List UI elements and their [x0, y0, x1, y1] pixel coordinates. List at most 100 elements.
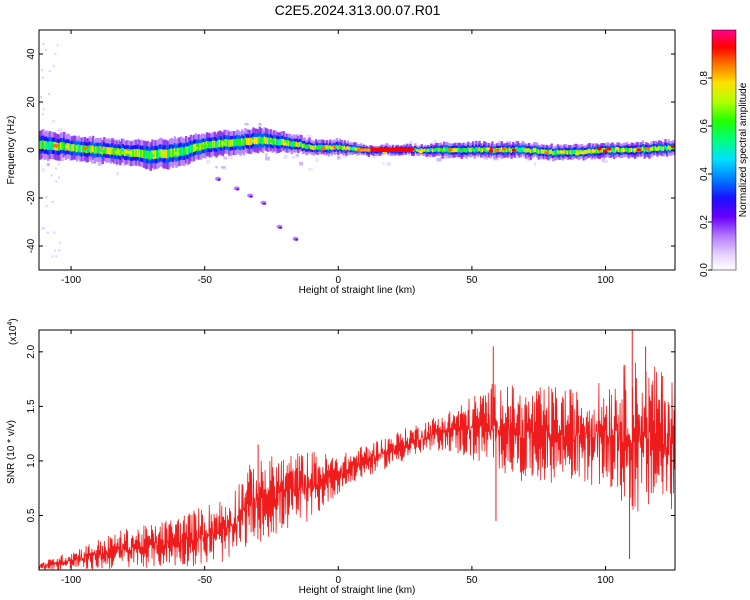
spectrogram-band-cell [96, 146, 100, 154]
spectrogram-noise-cell [291, 156, 296, 159]
spectrogram-noise-cell [497, 141, 501, 145]
spectrogram-band-cell [93, 146, 96, 154]
spectrogram-band-cell [133, 149, 136, 157]
spectrogram-noise-cell [515, 155, 520, 159]
spectrogram-band-cell [427, 148, 430, 152]
spectrogram-band-cell [156, 150, 159, 159]
spectrogram-band-cell [218, 139, 221, 147]
spectrogram-band-cell [223, 139, 226, 147]
spectrogram-peak-cell [448, 148, 453, 152]
spectrogram-band-cell [88, 145, 92, 153]
spectrogram-band-cell [532, 148, 536, 153]
colorbar: 0.0 0.2 0.4 0.6 0.8 Normalized spectral ampl… [699, 29, 749, 277]
spectrogram-noise-cell [228, 155, 233, 160]
spectrogram-band-cell [213, 140, 217, 148]
spectrogram-band-cell [301, 143, 305, 149]
spectrogram-band-cell [467, 147, 470, 152]
spectrogram-band-cell [107, 147, 111, 155]
spectrogram-band-cell [138, 149, 141, 158]
spectrogram-band-cell [122, 147, 125, 156]
spectrogram-noise-cell [55, 167, 58, 170]
spectrogram-noise-cell [53, 249, 56, 252]
colorbar-ticks: 0.0 0.2 0.4 0.6 0.8 [699, 71, 712, 277]
spectrogram-peak-cell [98, 148, 103, 152]
spectrogram-band-cell [321, 145, 324, 150]
spectrogram-noise-cell [444, 154, 450, 159]
spectrogram-band-cell [80, 145, 84, 153]
spectrogram-y-tick-label: 0 [26, 147, 37, 153]
spectrogram-noise-cell [220, 166, 226, 169]
spectrogram-y-ticks: -40 -20 0 20 40 [26, 48, 675, 253]
snr-marks [39, 330, 675, 570]
spectrogram-noise-cell [296, 133, 301, 137]
spectrogram-band-cell [475, 147, 478, 152]
spectrogram-band-cell [500, 147, 504, 152]
spectrogram-band-cell [314, 144, 318, 150]
spectrogram-y-tick-label: -20 [26, 190, 37, 205]
spectrogram-band-cell [273, 138, 276, 145]
spectrogram-band-cell [516, 147, 520, 152]
spectrogram-band-cell [157, 149, 161, 159]
spectrogram-band-cell [282, 139, 286, 145]
spectrogram-band-cell [481, 148, 484, 153]
colorbar-tick-label: 0.6 [699, 119, 710, 133]
spectrogram-noise-cell [275, 151, 278, 154]
spectrogram-band-cell [555, 150, 558, 155]
spectrogram-band-cell [617, 147, 621, 153]
spectrogram-noise-cell [228, 130, 232, 133]
spectrogram-band-cell [274, 138, 278, 145]
spectrogram-noise-cell [307, 168, 313, 171]
spectrogram-band-cell [184, 146, 188, 155]
spectrogram-noise-cell [57, 162, 60, 165]
spectrogram-band-cell [72, 144, 76, 152]
spectrogram-band-cell [353, 146, 356, 151]
snr-x-axis-label: Height of straight line (km) [299, 585, 416, 596]
spectrogram-band-cell [553, 150, 557, 155]
spectrogram-noise-cell [59, 241, 62, 244]
spectrogram-band-cell [143, 150, 146, 159]
spectrogram-band-cell [596, 148, 600, 154]
spectrogram-band-cell [460, 148, 464, 153]
spectrogram-noise-cell [215, 165, 218, 169]
spectrogram-band-cell [550, 149, 553, 154]
spectrogram-x-ticks: -100 -50 0 50 100 [61, 30, 614, 286]
spectrogram-y-axis-label: Frequency (Hz) [6, 116, 17, 185]
spectrogram-y-tick-label: 40 [26, 48, 37, 60]
spectrogram-band-cell [233, 139, 236, 147]
spectrogram-noise-cell [42, 108, 45, 111]
snr-y-ticks: 0.5 1.0 1.5 2.0 [26, 344, 675, 522]
spectrogram-band-cell [528, 148, 531, 153]
spectrogram-band-cell [95, 146, 98, 154]
spectrogram-band-cell [212, 140, 215, 148]
spectrogram-noise-cell [116, 172, 119, 176]
spectrogram-band-cell [523, 147, 526, 152]
spectrogram-band-cell [524, 148, 528, 153]
spectrogram-noise-cell [39, 96, 42, 99]
spectrogram-x-tick-label: 0 [336, 275, 342, 286]
spectrogram-band-cell [520, 147, 523, 153]
spectrogram-noise-cell [58, 249, 61, 252]
spectrogram-band-cell [154, 150, 157, 159]
spectrogram-band-cell [564, 149, 568, 155]
spectrogram-band-cell [199, 143, 202, 151]
colorbar-tick-label: 0.2 [699, 215, 710, 229]
spectrogram-noise-cell [41, 227, 44, 230]
spectrogram-noise-cell [57, 176, 60, 179]
spectrogram-noise-cell [506, 141, 510, 144]
spectrogram-band-cell [181, 147, 185, 156]
spectrogram-noise-cell [55, 255, 58, 258]
spectrogram-band-cell [173, 147, 177, 157]
spectrogram-noise-cell [56, 44, 59, 47]
spectrogram-band-cell [670, 145, 674, 151]
spectrogram-band-cell [572, 149, 576, 155]
spectrogram-band-cell [438, 147, 441, 152]
spectrogram-band-cell [261, 137, 265, 145]
spectrogram-band-cell [598, 149, 601, 154]
spectrogram-peak-cell [329, 146, 334, 150]
snr-y-axis-label: SNR (10 * v/v) [6, 420, 17, 484]
spectrogram-band-cell [313, 145, 316, 151]
spectrogram-peak-cell [102, 149, 107, 154]
spectrogram-noise-cell [407, 152, 413, 157]
spectrogram-band-cell [537, 149, 541, 154]
